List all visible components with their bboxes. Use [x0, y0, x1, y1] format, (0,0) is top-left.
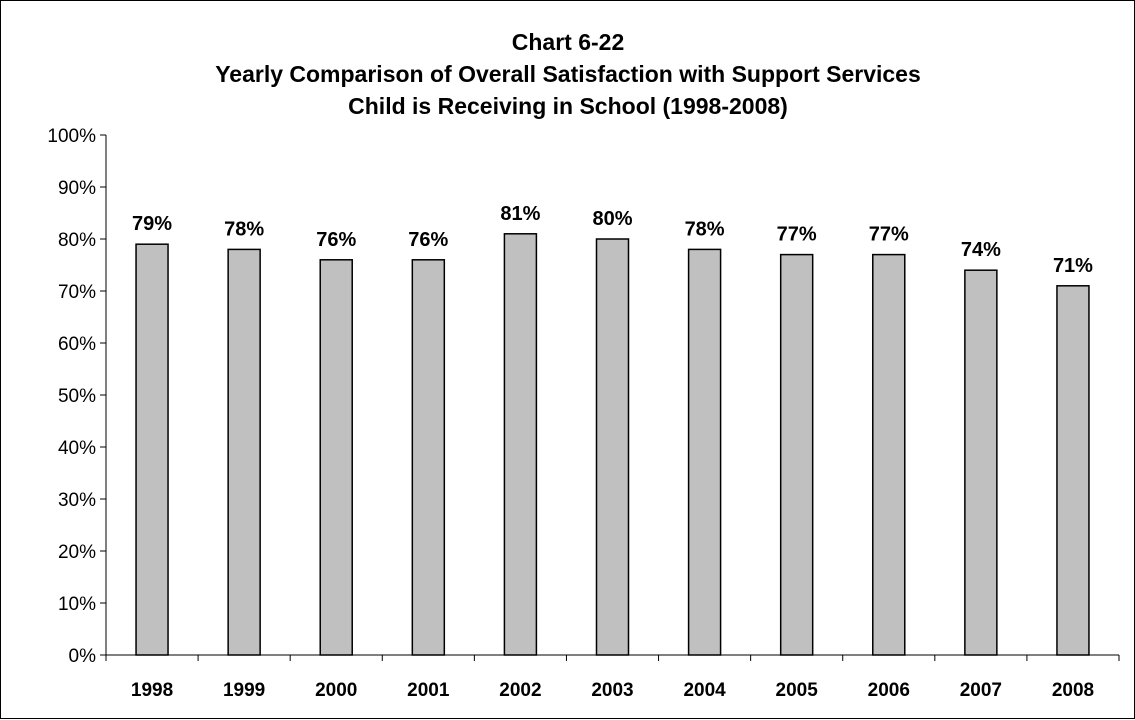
bar-1998	[135, 243, 169, 656]
chart-title-line-1: Chart 6-22	[512, 29, 624, 55]
y-tick-label: 70%	[58, 282, 96, 303]
bar-2007	[964, 269, 998, 656]
bar-2005	[779, 253, 814, 656]
data-label-2003: 80%	[592, 208, 632, 230]
data-label-2000: 76%	[316, 229, 356, 251]
bar-2004	[687, 248, 722, 656]
chart-title: Chart 6-22 Yearly Comparison of Overall S…	[215, 29, 921, 119]
data-label-2004: 78%	[685, 218, 725, 240]
x-category-label: 2000	[315, 680, 357, 701]
y-tick-label: 10%	[58, 594, 96, 615]
x-category-label: 2002	[499, 680, 541, 701]
data-label-2002: 81%	[500, 203, 540, 225]
x-category-label: 2007	[960, 680, 1002, 701]
y-tick-label: 90%	[58, 178, 96, 199]
x-category-label: 2001	[407, 680, 450, 701]
x-category-label: 2004	[683, 680, 726, 701]
bars: 79% 78% 76% 76% 81% 80% 78% 77% 77% 74% 71%	[132, 203, 1093, 656]
y-tick-label: 0%	[69, 646, 97, 667]
x-category-label: 2005	[776, 680, 819, 701]
chart-title-line-2: Yearly Comparison of Overall Satisfactio…	[215, 61, 921, 87]
data-label-2006: 77%	[869, 224, 909, 246]
data-label-2005: 77%	[777, 224, 817, 246]
bar-2006	[872, 253, 906, 656]
y-tick-label: 80%	[58, 230, 96, 251]
y-axis: 0% 10% 20% 30% 40% 50% 60% 70% 80% 90% 100%	[47, 126, 107, 667]
x-category-label: 1998	[131, 680, 173, 701]
x-category-label: 2008	[1052, 680, 1094, 701]
y-tick-label: 60%	[58, 334, 96, 355]
bar-2002	[503, 233, 538, 656]
y-tick-label: 30%	[58, 490, 96, 511]
data-label-1998: 79%	[132, 213, 172, 235]
chart-title-line-3: Child is Receiving in School (1998-2008)	[348, 93, 788, 119]
x-axis: 1998 1999 2000 2001 2002 2003 2004 2005 2006 2007…	[105, 654, 1120, 701]
bar-2001	[411, 259, 446, 656]
data-label-2007: 74%	[961, 239, 1001, 261]
bar-1999	[227, 248, 261, 656]
y-tick-label: 50%	[58, 386, 96, 407]
data-label-2001: 76%	[408, 229, 448, 251]
data-label-1999: 78%	[224, 218, 264, 240]
x-category-label: 2006	[868, 680, 910, 701]
y-tick-label: 20%	[58, 542, 96, 563]
data-label-2008: 71%	[1053, 255, 1093, 277]
bar-2003	[595, 238, 630, 656]
x-category-label: 1999	[223, 680, 265, 701]
bar-2000	[319, 259, 353, 656]
y-tick-label: 40%	[58, 438, 96, 459]
x-category-label: 2003	[591, 680, 633, 701]
y-tick-label: 100%	[47, 126, 96, 147]
bar-2008	[1056, 285, 1090, 656]
